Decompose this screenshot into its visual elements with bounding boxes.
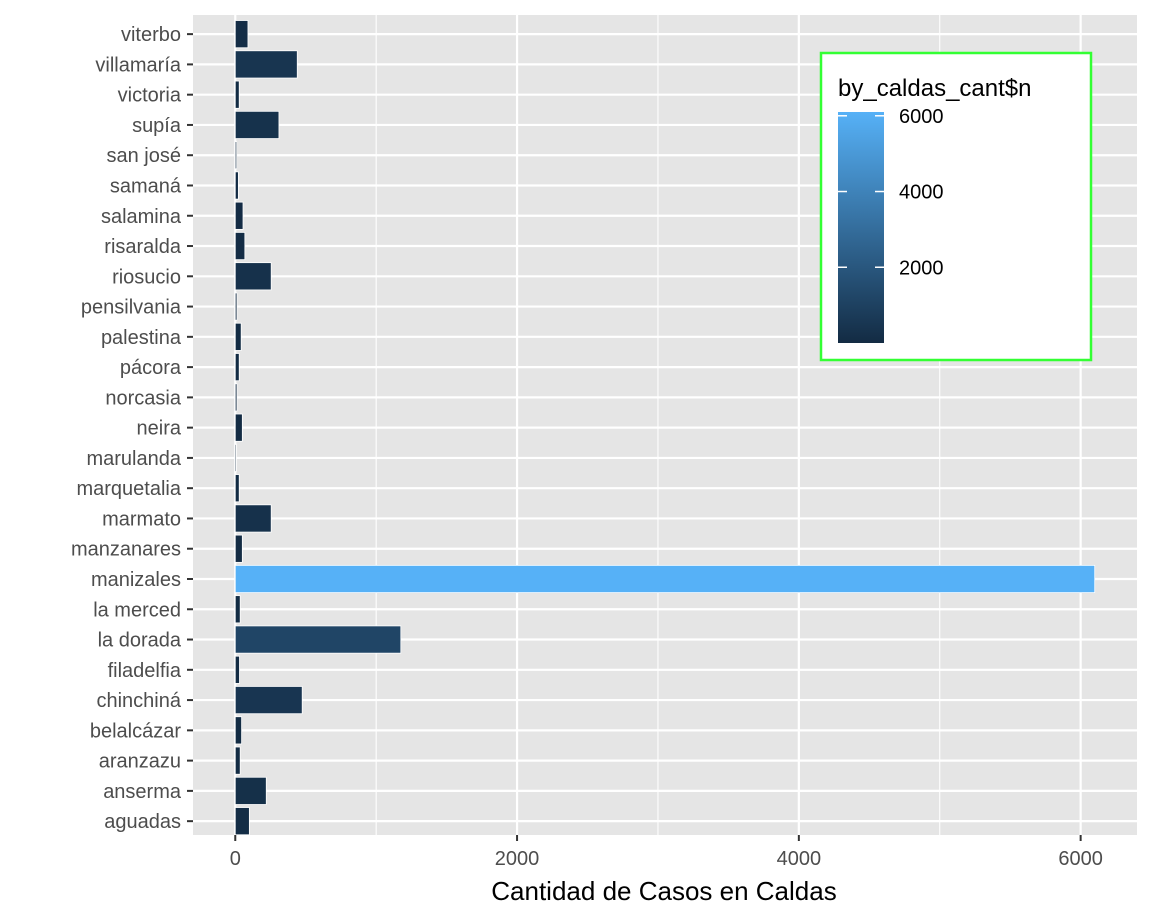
x-axis-title: Cantidad de Casos en Caldas [491, 876, 836, 906]
y-tick-label: anserma [103, 781, 182, 803]
x-tick-label: 6000 [1058, 848, 1103, 870]
bar-anserma [234, 776, 267, 805]
bar-manizales [234, 564, 1096, 594]
y-tick-label: filadelfia [108, 660, 182, 682]
legend-tick-label: 4000 [899, 182, 944, 204]
y-tick-label: neira [137, 418, 182, 440]
bar-riosucio [234, 262, 272, 291]
y-tick-label: marquetalia [76, 478, 181, 500]
bars [234, 20, 1096, 836]
y-tick-label: villamaría [95, 54, 181, 76]
bar-marquetalia [234, 474, 240, 503]
bar-manzanares [234, 534, 243, 563]
y-tick-label: san josé [107, 145, 182, 167]
bar-samaná [234, 171, 239, 200]
y-tick-label: norcasia [105, 387, 181, 409]
bar-supía [234, 110, 280, 139]
y-tick-label: marulanda [86, 448, 181, 470]
bar-la-merced [234, 595, 241, 624]
bar-salamina [234, 201, 244, 230]
y-tick-label: aranzazu [99, 751, 181, 773]
y-tick-label: manzanares [71, 539, 181, 561]
y-tick-label: palestina [101, 327, 182, 349]
bar-victoria [234, 80, 240, 109]
x-tick-label: 4000 [777, 848, 822, 870]
legend-tick-label: 6000 [899, 106, 944, 128]
bar-chinchiná [234, 686, 303, 715]
bar-aguadas [234, 807, 250, 836]
y-tick-label: pácora [120, 357, 182, 379]
bar-marmato [234, 504, 272, 533]
y-tick-label: pensilvania [81, 297, 182, 319]
y-tick-label: chinchiná [96, 690, 181, 712]
y-tick-label: salamina [101, 206, 182, 228]
y-tick-label: supía [132, 115, 182, 137]
legend-title: by_caldas_cant$n [838, 75, 1031, 102]
y-tick-label: risaralda [104, 236, 182, 258]
y-tick-label: victoria [118, 85, 182, 107]
y-tick-label: la merced [93, 599, 181, 621]
bar-neira [234, 413, 243, 442]
bar-risaralda [234, 232, 246, 261]
bar-villamaría [234, 50, 298, 79]
bar-belalcázar [234, 716, 243, 745]
bar-marulanda [234, 443, 237, 472]
y-tick-label: aguadas [104, 811, 181, 833]
bar-la-dorada [234, 625, 402, 654]
bar-viterbo [234, 20, 249, 49]
y-tick-label: samaná [110, 175, 182, 197]
x-axis: 0 2000 4000 6000 [230, 835, 1103, 870]
x-tick-label: 0 [230, 848, 241, 870]
legend-colorbar [838, 112, 884, 343]
bar-palestina [234, 322, 242, 351]
y-tick-label: marmato [102, 508, 181, 530]
legend-ticks: 2000 4000 6000 [838, 106, 944, 279]
y-tick-label: belalcázar [90, 720, 182, 742]
bar-pensilvania [234, 292, 238, 321]
y-tick-label: riosucio [112, 266, 181, 288]
y-tick-label: viterbo [121, 24, 181, 46]
bar-norcasia [234, 383, 238, 412]
x-tick-label: 2000 [495, 848, 540, 870]
legend-tick-label: 2000 [899, 257, 944, 279]
bar-pácora [234, 353, 240, 382]
bar-aranzazu [234, 746, 241, 775]
bar-san-josé [234, 141, 238, 170]
y-tick-label: la dorada [98, 630, 182, 652]
y-tick-label: manizales [91, 569, 181, 591]
y-axis: aguadas anserma aranzazu belalcázar chinchin… [71, 24, 193, 833]
legend: by_caldas_cant$n 2000 4000 6000 [819, 51, 1093, 362]
bar-filadelfia [234, 655, 240, 684]
